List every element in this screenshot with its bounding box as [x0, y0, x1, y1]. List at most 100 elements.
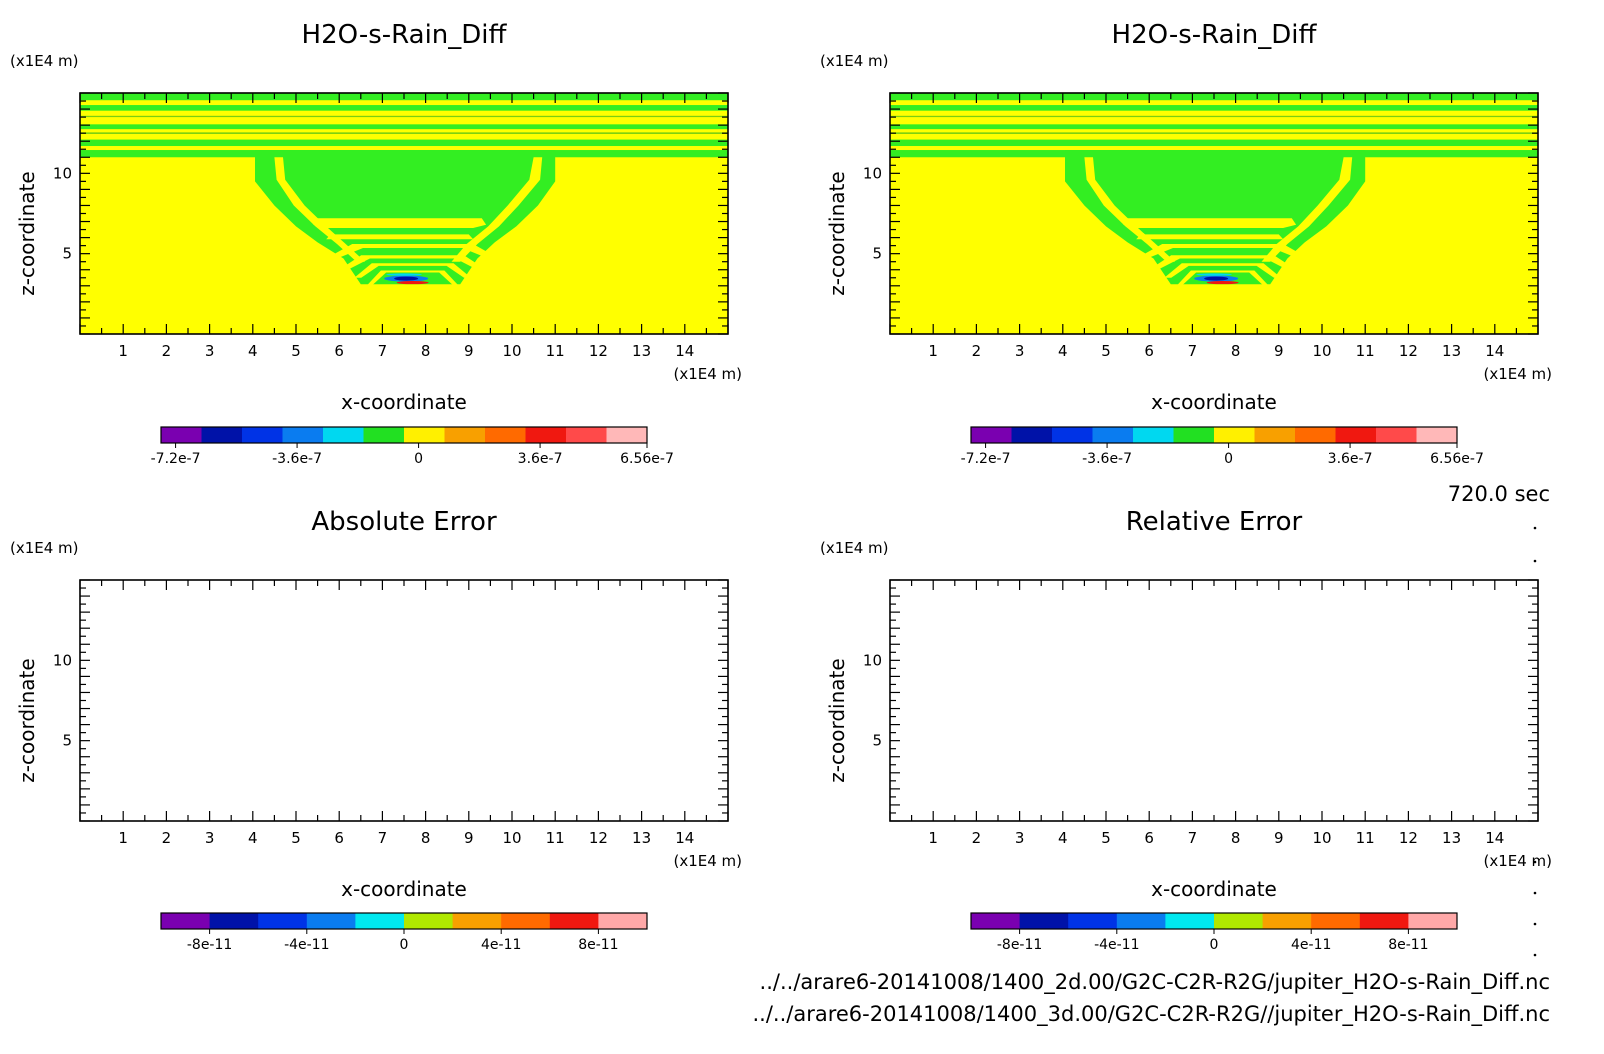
colorbar-label: -8e-11: [997, 937, 1042, 953]
colorbar-label: 8e-11: [1388, 937, 1428, 953]
x-tick-label: 1: [928, 342, 938, 360]
colorbar-label: 8e-11: [578, 937, 618, 953]
x-tick-label: 3: [205, 829, 215, 847]
x-tick-label: 5: [291, 342, 301, 360]
colorbar-segment: [404, 913, 454, 929]
colorbar-segment: [1173, 427, 1215, 443]
x-axis-label: x-coordinate: [1151, 877, 1277, 901]
colorbar-segment: [452, 913, 502, 929]
margin-dot: [1533, 891, 1537, 895]
field-band: [80, 124, 728, 130]
colorbar-segment: [444, 427, 486, 443]
anomaly-negative-core: [1204, 276, 1229, 281]
contour-ring: [1149, 255, 1297, 270]
x-tick-label: 13: [632, 829, 651, 847]
colorbar-segment: [258, 913, 308, 929]
x-tick-label: 8: [421, 342, 431, 360]
contour-wedge-2: [1136, 234, 1284, 240]
y-unit: (x1E4 m): [10, 52, 79, 70]
colorbar-segment: [1262, 913, 1312, 929]
x-tick-label: 6: [1144, 342, 1154, 360]
contour-ring: [339, 255, 487, 270]
field-layer: [890, 93, 1538, 334]
colorbar-segment: [355, 913, 405, 929]
colorbar-segment: [1311, 913, 1361, 929]
x-tick-label: 2: [972, 829, 982, 847]
margin-dot: [1533, 922, 1537, 926]
colorbar-label: -4e-11: [284, 937, 329, 953]
colorbar-segment: [209, 913, 259, 929]
x-tick-label: 5: [1101, 342, 1111, 360]
colorbar-segment: [1376, 427, 1417, 443]
colorbar-label: 0: [400, 937, 409, 953]
colorbar-label: 4e-11: [481, 937, 521, 953]
colorbar-segment: [1165, 913, 1215, 929]
anomaly-edge: [386, 273, 422, 276]
x-axis-label: x-coordinate: [1151, 390, 1277, 414]
x-tick-label: 4: [248, 829, 258, 847]
colorbar-segment: [971, 427, 1012, 443]
x-tick-label: 3: [1015, 342, 1025, 360]
colorbar-label: 6.56e-7: [620, 451, 674, 467]
x-tick-label: 9: [1274, 829, 1284, 847]
x-tick-label: 9: [464, 829, 474, 847]
colorbar-segment: [485, 427, 526, 443]
x-unit: (x1E4 m): [673, 852, 742, 870]
contour-wedge-2: [326, 234, 474, 240]
colorbar-label: 3.6e-7: [518, 451, 563, 467]
x-tick-label: 13: [1442, 829, 1461, 847]
field-band-line: [890, 115, 1538, 118]
x-tick-label: 6: [1144, 829, 1154, 847]
y-axis-label: z-coordinate: [15, 171, 39, 295]
colorbar-label: -8e-11: [187, 937, 232, 953]
colorbar-label: -3.6e-7: [272, 451, 322, 467]
colorbar-frame: [160, 426, 648, 444]
x-tick-label: 8: [1231, 342, 1241, 360]
x-tick-label: 12: [589, 342, 608, 360]
x-tick-label: 10: [502, 829, 521, 847]
x-tick-label: 7: [378, 829, 388, 847]
colorbar-segment: [1254, 427, 1296, 443]
colorbar-segment: [606, 427, 648, 443]
margin-dot: [1533, 860, 1537, 864]
x-tick-label: 4: [1058, 829, 1068, 847]
colorbar-segment: [1416, 427, 1458, 443]
anomaly-edge: [1196, 273, 1232, 276]
colorbar-segment: [501, 913, 551, 929]
colorbar-segment: [161, 913, 211, 929]
contour-wedge: [313, 218, 487, 228]
colorbar-segment: [971, 913, 1021, 929]
colorbar-label: -3.6e-7: [1082, 451, 1132, 467]
colorbar-segment: [1019, 913, 1069, 929]
x-unit: (x1E4 m): [673, 365, 742, 383]
colorbar-label: -7.2e-7: [151, 451, 201, 467]
x-tick-label: 13: [1442, 342, 1461, 360]
x-tick-label: 10: [502, 342, 521, 360]
colorbar-segment: [1335, 427, 1377, 443]
y-tick-label: 5: [872, 732, 882, 750]
colorbar-segment: [404, 427, 445, 443]
x-tick-label: 11: [1356, 829, 1375, 847]
field-band: [80, 105, 728, 111]
panel-2: 1 2 3 4 5 6 7 8 9 10 11 12 13 14510H2O-s-Rain_Diff(x1…: [820, 20, 1552, 467]
field-band: [890, 105, 1538, 111]
colorbar-label: 3.6e-7: [1328, 451, 1373, 467]
x-tick-label: 12: [1399, 342, 1418, 360]
y-axis-label: z-coordinate: [825, 658, 849, 782]
anomaly-positive: [1206, 280, 1239, 285]
margin-dot: [1533, 953, 1537, 957]
x-tick-label: 1: [118, 829, 128, 847]
y-tick-label: 10: [53, 651, 72, 669]
x-tick-label: 14: [1485, 342, 1504, 360]
y-tick-label: 10: [53, 164, 72, 182]
field-band-line: [890, 132, 1538, 134]
colorbar-segment: [161, 427, 202, 443]
x-tick-label: 8: [421, 829, 431, 847]
field-layer: [80, 93, 728, 334]
colorbar-segment: [306, 913, 356, 929]
colorbar-segment: [1116, 913, 1166, 929]
field-band-line: [80, 115, 728, 118]
colorbar-segment: [1214, 427, 1255, 443]
